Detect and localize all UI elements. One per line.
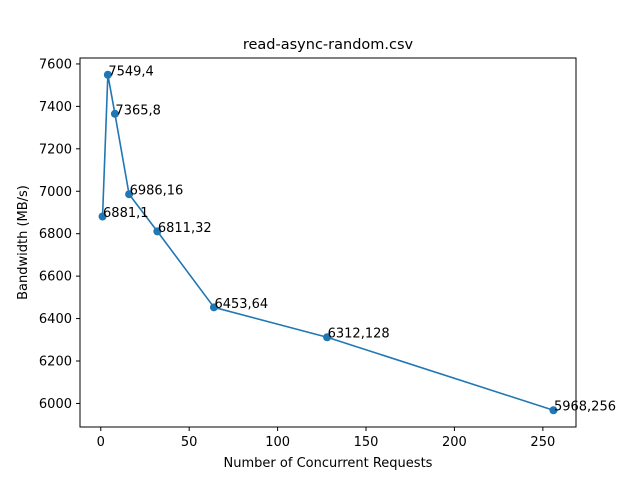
y-tick-label: 7000 <box>39 185 72 200</box>
data-label: 6453,64 <box>214 297 268 312</box>
y-tick-label: 6000 <box>39 397 72 412</box>
x-tick-label: 200 <box>442 435 467 450</box>
data-label: 6881,1 <box>103 206 149 221</box>
data-point <box>153 227 162 236</box>
x-tick-label: 150 <box>354 435 379 450</box>
data-point <box>125 190 134 199</box>
data-label: 5968,256 <box>554 400 616 415</box>
x-tick-label: 50 <box>181 435 198 450</box>
data-label: 6811,32 <box>158 221 212 236</box>
data-point <box>110 109 119 118</box>
plot-area <box>80 58 576 427</box>
data-labels: 6881,1 7549,4 7365,8 6986,16 6811,32 6453,64 6… <box>103 64 616 414</box>
y-axis-label: Bandwidth (MB/s) <box>16 185 31 300</box>
data-point <box>98 212 107 221</box>
data-point <box>103 70 112 79</box>
axis-ticks: 0 50 100 150 200 250 6000 6200 6400 6600 6800 7000 7… <box>39 57 555 450</box>
data-label: 6312,128 <box>328 327 390 342</box>
y-tick-label: 6400 <box>39 312 72 327</box>
x-tick-label: 0 <box>97 435 105 450</box>
x-tick-label: 250 <box>530 435 555 450</box>
x-tick-label: 100 <box>265 435 290 450</box>
data-label: 7365,8 <box>115 103 160 118</box>
chart-title: read-async-random.csv <box>243 37 414 53</box>
data-point <box>323 333 332 342</box>
data-point <box>549 406 558 415</box>
y-tick-label: 7400 <box>39 100 72 115</box>
data-point <box>209 303 218 312</box>
data-label: 7549,4 <box>108 64 154 79</box>
y-tick-label: 7200 <box>39 142 72 157</box>
y-tick-label: 6200 <box>39 355 72 370</box>
y-tick-label: 7600 <box>39 57 72 72</box>
plot-frame <box>79 57 577 428</box>
data-label: 6986,16 <box>130 184 184 199</box>
y-tick-label: 6800 <box>39 227 72 242</box>
y-tick-label: 6600 <box>39 270 72 285</box>
data-series <box>98 70 558 415</box>
x-axis-label: Number of Concurrent Requests <box>224 456 433 471</box>
series-line <box>101 73 555 412</box>
